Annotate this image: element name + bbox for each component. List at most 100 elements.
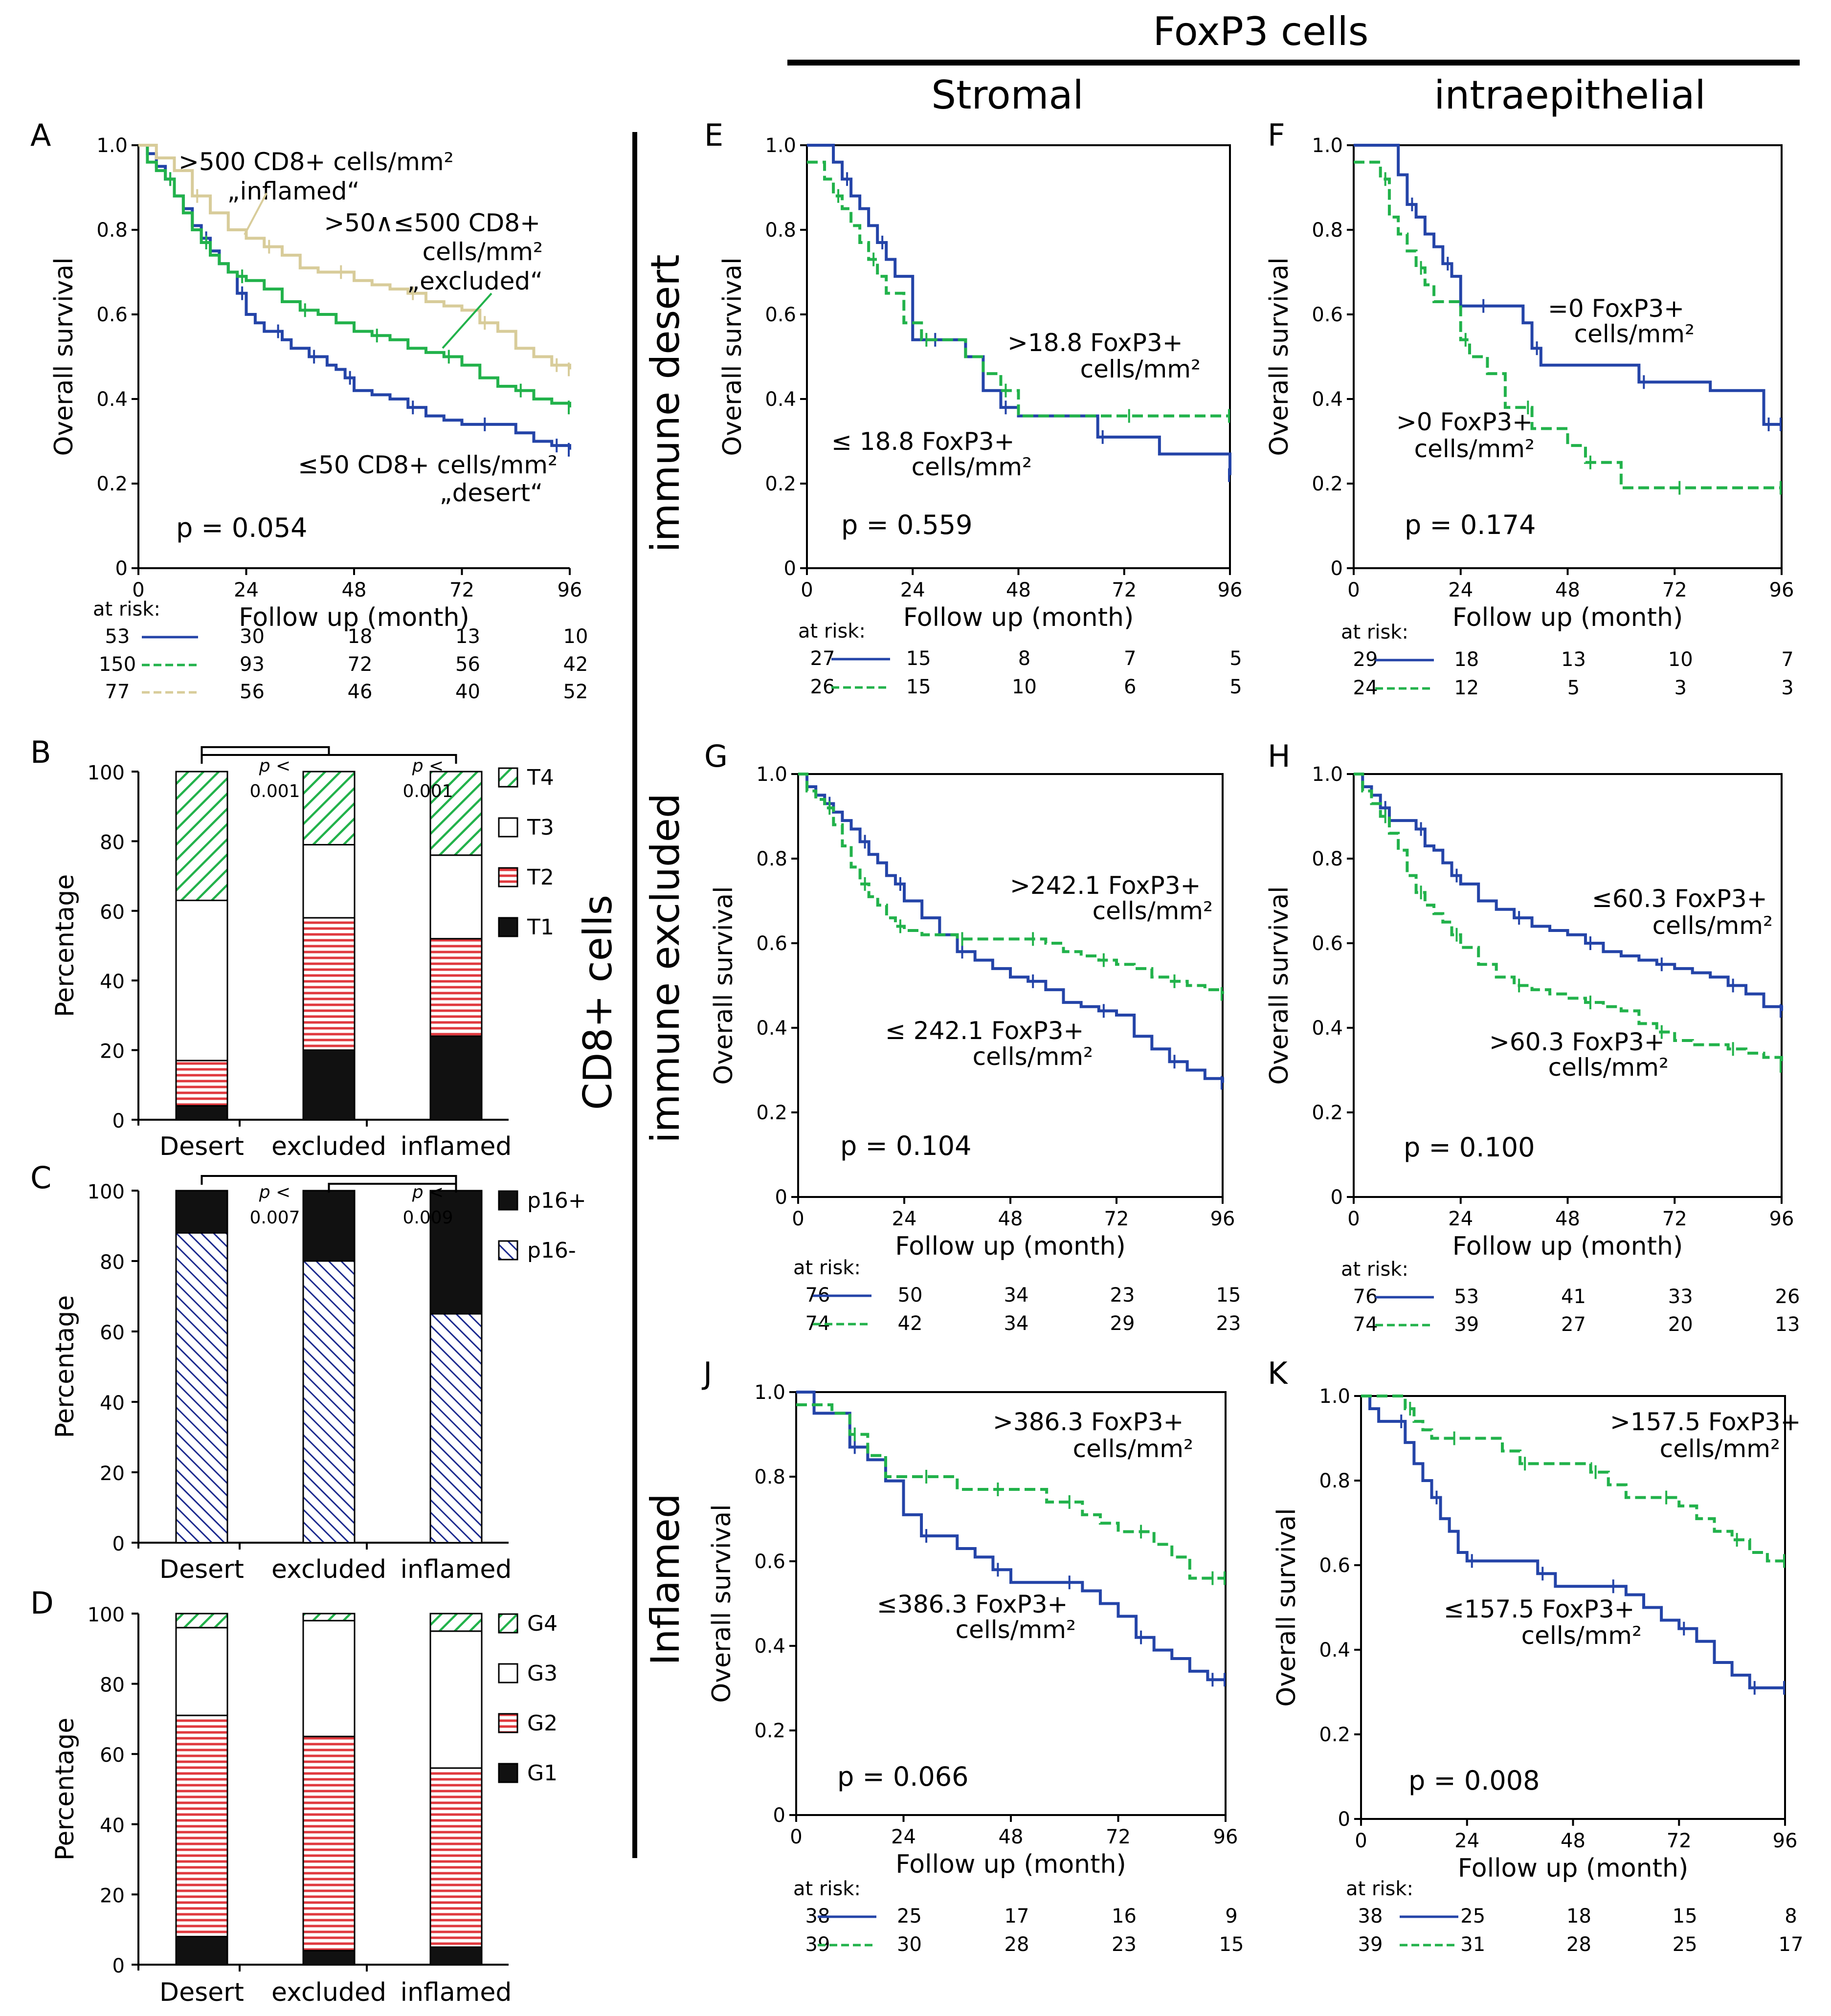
at-risk-count: 31 bbox=[1460, 1933, 1485, 1956]
x-tick-label: 96 bbox=[558, 579, 582, 601]
at-risk-count: 12 bbox=[1454, 677, 1479, 699]
at-risk-count: 39 bbox=[1358, 1933, 1383, 1956]
at-risk-count: 28 bbox=[1566, 1933, 1591, 1956]
column-label-intraepithelial: intraepithelial bbox=[1434, 72, 1705, 118]
y-tick-label: 20 bbox=[100, 1884, 125, 1907]
curve-annotation: cells/mm² bbox=[1660, 1435, 1780, 1463]
y-tick-label: 0.4 bbox=[754, 1635, 785, 1658]
bar-segment-T2 bbox=[302, 917, 356, 1051]
curve-annotation: >18.8 FoxP3+ bbox=[1007, 329, 1183, 357]
curve-annotation: „excluded“ bbox=[407, 267, 543, 295]
panel-label: E bbox=[704, 117, 723, 153]
legend-swatch-T1 bbox=[498, 917, 518, 937]
p-label: p < bbox=[412, 1182, 444, 1202]
y-tick-label: 0.4 bbox=[1319, 1639, 1350, 1662]
x-tick-label: 48 bbox=[1006, 579, 1031, 601]
y-tick-label: 0.6 bbox=[756, 932, 787, 955]
curve-annotation: cells/mm² bbox=[1093, 897, 1213, 925]
x-tick-label: 96 bbox=[1218, 579, 1243, 601]
x-tick-label: 0 bbox=[1355, 1830, 1367, 1852]
at-risk-count: 46 bbox=[348, 681, 373, 703]
at-risk-count: 53 bbox=[1454, 1285, 1479, 1308]
at-risk-count: 9 bbox=[1225, 1905, 1237, 1927]
survival-curve-blue bbox=[807, 144, 1231, 475]
y-tick-label: 0.4 bbox=[756, 1017, 787, 1040]
x-tick-label: 24 bbox=[892, 1208, 917, 1230]
column-label-stromal: Stromal bbox=[931, 72, 1083, 118]
x-tick-label: 24 bbox=[1454, 1830, 1479, 1852]
p-value: p = 0.174 bbox=[1405, 510, 1536, 540]
y-tick-label: 40 bbox=[100, 971, 125, 993]
significance-bracket bbox=[201, 754, 457, 764]
y-tick-label: 1.0 bbox=[756, 763, 787, 786]
bar-segment-T1 bbox=[429, 1035, 483, 1121]
category-label: Desert bbox=[159, 1978, 244, 2007]
curve-annotation: cells/mm² bbox=[973, 1042, 1093, 1071]
curve-annotation: >60.3 FoxP3+ bbox=[1489, 1028, 1665, 1056]
at-risk-count: 38 bbox=[1358, 1905, 1383, 1927]
at-risk-count: 25 bbox=[1673, 1933, 1697, 1956]
y-tick-label: 1.0 bbox=[765, 134, 796, 157]
km-panel-A: A 0 0.2 0.4 0.6 0.8 1.0 0 24 48 72 96 Follow up (mon… bbox=[30, 117, 588, 703]
y-tick-label: 0 bbox=[112, 1955, 125, 1977]
panel-label: K bbox=[1268, 1355, 1288, 1391]
curve-annotation: cells/mm² bbox=[956, 1616, 1076, 1644]
legend-label: T2 bbox=[527, 865, 554, 890]
at-risk-count: 15 bbox=[1219, 1933, 1244, 1956]
x-tick-label: 96 bbox=[1773, 1830, 1798, 1852]
bar-segment-G2 bbox=[302, 1735, 356, 1951]
category-label: Desert bbox=[159, 1555, 244, 1584]
at-risk-count: 10 bbox=[1012, 676, 1037, 698]
at-risk-count: 5 bbox=[1229, 676, 1242, 698]
at-risk-count: 77 bbox=[105, 681, 130, 703]
legend-label: p16+ bbox=[527, 1188, 586, 1213]
km-panel-H: H 0 0.2 0.4 0.6 0.8 1.0 0 24 48 72 96 Follow up (mon… bbox=[1265, 738, 1800, 1336]
y-tick-label: 0 bbox=[784, 557, 796, 580]
bar-segment-T3 bbox=[429, 854, 483, 940]
y-tick-label: 0 bbox=[115, 557, 128, 580]
at-risk-count: 5 bbox=[1567, 677, 1580, 699]
y-axis-title: Percentage bbox=[50, 1718, 80, 1861]
bar-segment-p16- bbox=[302, 1260, 356, 1544]
y-tick-label: 0 bbox=[1331, 557, 1343, 580]
at-risk-count: 34 bbox=[1004, 1312, 1029, 1335]
y-tick-label: 0.4 bbox=[765, 388, 796, 411]
curve-annotation: >50∧≤500 CD8+ bbox=[324, 209, 540, 237]
survival-curve-blue bbox=[798, 773, 1224, 1083]
bar-segment-G2 bbox=[175, 1714, 228, 1938]
bar-segment-G1 bbox=[302, 1950, 356, 1966]
y-axis-title: Overall survival bbox=[1272, 1508, 1301, 1706]
at-risk-count: 5 bbox=[1229, 647, 1242, 670]
x-axis-title: Follow up (month) bbox=[895, 1232, 1125, 1261]
y-tick-label: 100 bbox=[88, 1604, 125, 1626]
x-axis-title: Follow up (month) bbox=[903, 603, 1134, 632]
y-tick-label: 80 bbox=[100, 831, 125, 854]
at-risk-count: 15 bbox=[906, 676, 931, 698]
survival-curve-blue bbox=[1361, 1395, 1785, 1689]
x-tick-label: 0 bbox=[1347, 579, 1360, 601]
p-value: 0.009 bbox=[402, 1208, 453, 1228]
bar-segment-G1 bbox=[429, 1946, 483, 1966]
y-tick-label: 40 bbox=[100, 1392, 125, 1415]
y-tick-label: 0.8 bbox=[754, 1466, 785, 1488]
at-risk-count: 16 bbox=[1112, 1905, 1137, 1927]
x-tick-label: 96 bbox=[1769, 1208, 1794, 1230]
at-risk-count: 150 bbox=[99, 653, 136, 676]
y-tick-label: 40 bbox=[100, 1815, 125, 1837]
curve-annotation: cells/mm² bbox=[1652, 911, 1773, 940]
at-risk-count: 29 bbox=[1353, 648, 1378, 671]
legend-label: T3 bbox=[527, 815, 554, 840]
y-tick-label: 80 bbox=[100, 1674, 125, 1697]
x-tick-label: 48 bbox=[999, 1826, 1024, 1848]
category-label: inflamed bbox=[401, 1555, 512, 1584]
y-tick-label: 60 bbox=[100, 1744, 125, 1767]
bar-segment-T1 bbox=[175, 1105, 228, 1121]
category-label: inflamed bbox=[401, 1132, 512, 1161]
x-axis-title: Follow up (month) bbox=[1452, 603, 1683, 632]
bar-segment-G2 bbox=[429, 1767, 483, 1948]
at-risk-count: 15 bbox=[906, 647, 931, 670]
at-risk-count: 39 bbox=[1454, 1313, 1479, 1336]
at-risk-count: 23 bbox=[1110, 1284, 1135, 1307]
bar-panel-B: B 0 20 40 60 80 100 Percentage Desert excluded inf… bbox=[30, 734, 554, 1161]
